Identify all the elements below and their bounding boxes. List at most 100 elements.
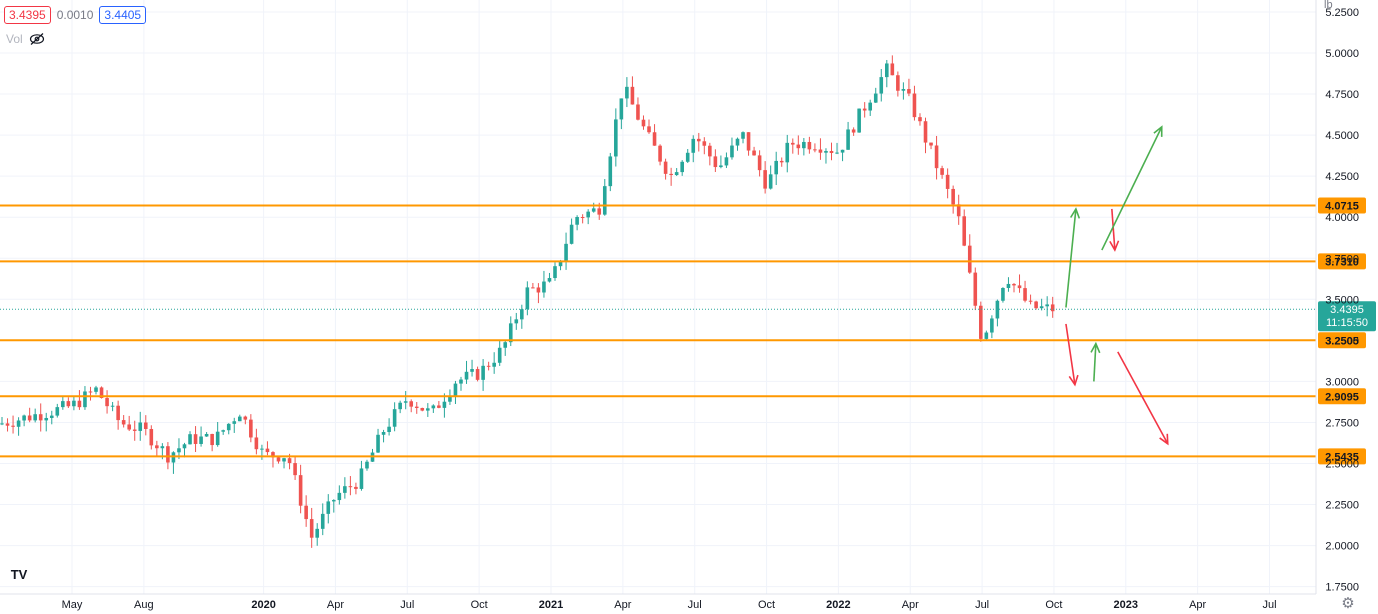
- candle-down: [636, 104, 640, 120]
- candle-down: [265, 448, 270, 453]
- candle-up: [674, 172, 679, 176]
- candle-up: [785, 142, 790, 163]
- time-tick-label: 2020: [251, 599, 275, 611]
- candle-down: [907, 89, 911, 94]
- candle-up: [768, 174, 773, 189]
- eye-crossed-icon[interactable]: [29, 32, 45, 46]
- price-tick-label: 2.5000: [1325, 459, 1359, 471]
- candle-down: [271, 452, 275, 458]
- arrow-head: [1159, 433, 1169, 446]
- candle-down: [929, 142, 933, 146]
- candle-up: [16, 420, 21, 427]
- candle-up: [177, 448, 181, 453]
- level-price-tag: [1318, 253, 1366, 270]
- candle-up: [503, 342, 508, 348]
- candle-down: [818, 149, 823, 153]
- candle-up: [619, 98, 624, 120]
- candle-up: [459, 379, 463, 384]
- candle-up: [332, 500, 336, 502]
- candle-up: [448, 395, 452, 402]
- candle-up: [547, 278, 552, 282]
- candle-down: [1028, 300, 1033, 302]
- time-tick-label: Jul: [400, 599, 414, 611]
- candle-down: [121, 420, 126, 425]
- candle-down: [779, 160, 784, 163]
- candle-down: [696, 138, 701, 142]
- candle-up: [320, 513, 325, 529]
- candle-up: [83, 391, 87, 408]
- candle-down: [276, 457, 281, 462]
- price-tick-label: 4.7500: [1325, 89, 1359, 101]
- candle-up: [171, 452, 176, 463]
- candle-up: [497, 347, 502, 363]
- candle-down: [116, 405, 120, 421]
- candle-up: [492, 362, 496, 367]
- candle-up: [204, 433, 209, 437]
- candle-down: [951, 188, 955, 205]
- candle-up: [591, 208, 596, 212]
- candle-down: [531, 287, 535, 289]
- candle-up: [614, 119, 618, 157]
- candle-down: [829, 150, 834, 153]
- level-price-tag: [1318, 448, 1366, 465]
- candle-down: [536, 287, 541, 293]
- time-tick-label: 2021: [539, 599, 563, 611]
- candle-down: [88, 391, 93, 393]
- candle-up: [182, 444, 187, 449]
- level-price-tag: [1318, 197, 1366, 214]
- candle-up: [995, 300, 1000, 319]
- candle-down: [752, 150, 756, 156]
- ask-price[interactable]: 3.4405: [99, 6, 147, 24]
- candle-up: [835, 152, 839, 154]
- price-tick-label: 2.0000: [1325, 541, 1359, 553]
- candle-down: [702, 141, 707, 146]
- level-price-tag: [1318, 388, 1366, 405]
- candle-up: [387, 426, 391, 432]
- candle-down: [979, 305, 983, 339]
- candle-down: [630, 86, 635, 105]
- axis-unit-label: lb: [1324, 0, 1333, 11]
- candle-up: [846, 129, 850, 150]
- candle-down: [437, 405, 441, 408]
- candle-up: [22, 415, 26, 421]
- candle-up: [575, 217, 579, 225]
- candle-up: [569, 224, 574, 244]
- candle-down: [1050, 304, 1055, 312]
- candle-down: [945, 174, 950, 189]
- tradingview-logo[interactable]: TV: [6, 564, 32, 584]
- level-price-label: 2.5435: [1325, 451, 1359, 463]
- candle-down: [973, 272, 978, 306]
- candle-down: [304, 505, 308, 520]
- price-tick-label: 3.5000: [1325, 294, 1359, 306]
- candle-up: [215, 431, 220, 446]
- candle-down: [967, 245, 972, 273]
- candle-up: [237, 416, 242, 422]
- candle-up: [221, 430, 225, 432]
- candle-up: [343, 486, 347, 493]
- gear-icon[interactable]: ⚙: [1341, 595, 1355, 612]
- candle-down: [940, 168, 944, 175]
- candle-up: [315, 528, 320, 538]
- time-tick-label: Aug: [134, 599, 154, 611]
- candle-up: [857, 108, 861, 133]
- candle-down: [658, 145, 662, 162]
- candle-down: [486, 365, 491, 367]
- candle-up: [431, 405, 436, 409]
- candle-up: [260, 448, 264, 450]
- time-tick-label: Apr: [1189, 599, 1206, 611]
- candle-up: [44, 417, 49, 421]
- candle-down: [77, 400, 82, 408]
- chart-grid: [0, 0, 1316, 594]
- candle-up: [873, 93, 878, 103]
- candle-up: [426, 408, 430, 411]
- candle-down: [896, 75, 900, 91]
- candle-down: [298, 475, 303, 506]
- candle-down: [249, 419, 253, 438]
- arrow-up: [1065, 208, 1077, 308]
- candle-down: [420, 407, 425, 411]
- level-price-label: 2.9095: [1325, 391, 1359, 403]
- time-tick-label: 2023: [1114, 599, 1138, 611]
- candle-down: [99, 387, 104, 399]
- bid-price[interactable]: 3.4395: [4, 6, 51, 24]
